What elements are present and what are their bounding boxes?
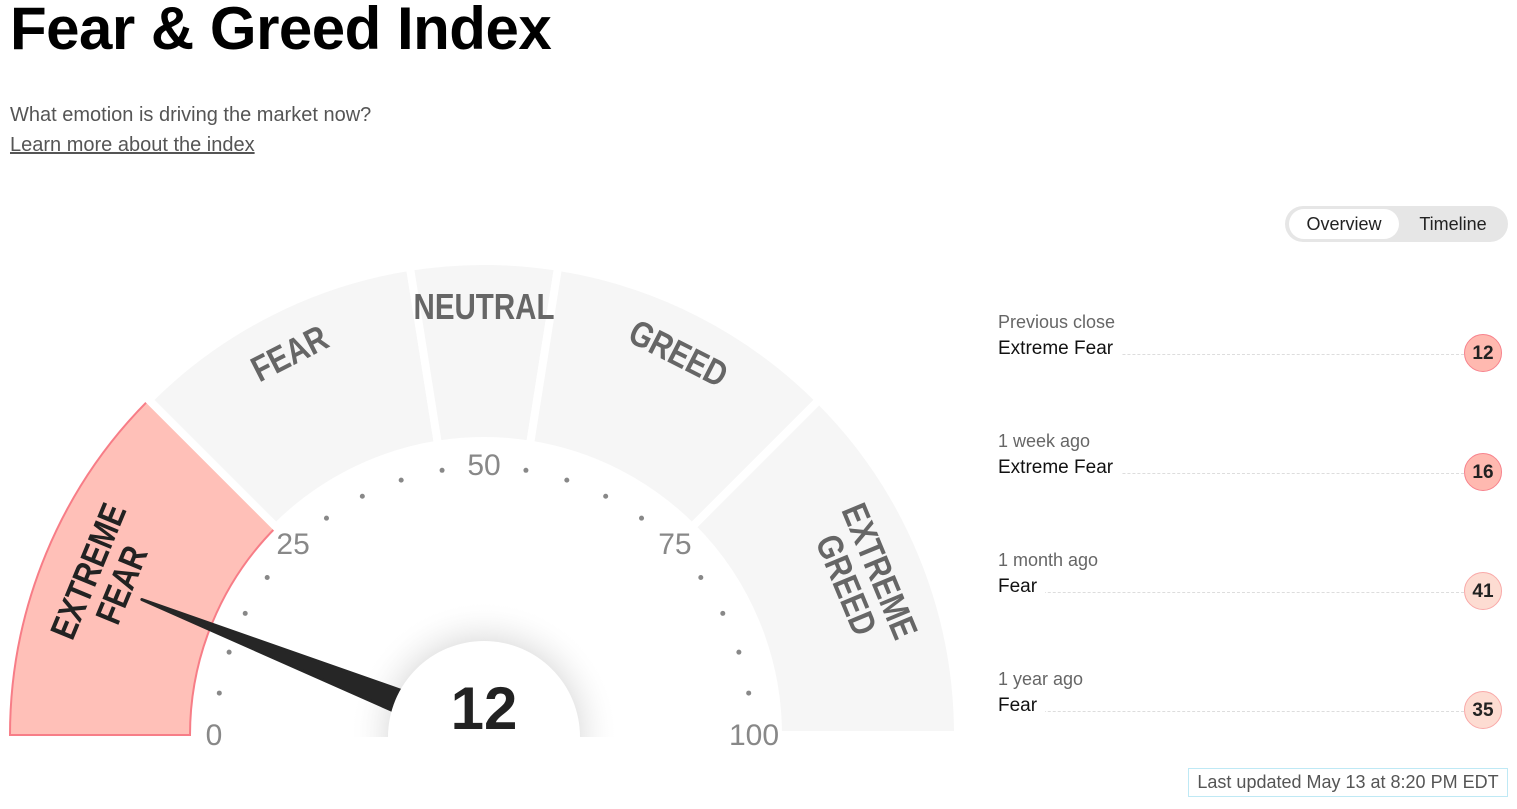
gauge-hub xyxy=(388,641,580,737)
history-period: 1 year ago xyxy=(998,669,1084,689)
history-period: 1 week ago xyxy=(998,431,1091,451)
tick-dot xyxy=(264,574,270,580)
history-item: 1 week ago Extreme Fear 16 xyxy=(998,431,1504,501)
tick-label: 100 xyxy=(729,719,779,752)
tick-dot xyxy=(698,574,704,580)
tick-dot xyxy=(242,610,248,616)
history-value-badge: 41 xyxy=(1464,572,1502,610)
tick-label: 0 xyxy=(206,719,223,752)
segment-label-line: NEUTRAL xyxy=(414,286,555,326)
page-subtitle: What emotion is driving the market now? xyxy=(10,104,372,126)
last-updated: Last updated May 13 at 8:20 PM EDT xyxy=(1188,768,1508,797)
tick-label: 50 xyxy=(467,449,500,482)
tick-dot xyxy=(736,649,742,655)
tick-dot xyxy=(564,477,570,483)
dotted-divider xyxy=(998,711,1464,712)
history-rating: Fear xyxy=(998,576,1046,598)
history-value-badge: 16 xyxy=(1464,453,1502,491)
history-item: 1 year ago Fear 35 xyxy=(998,669,1504,739)
history-rating: Extreme Fear xyxy=(998,457,1122,479)
tick-dot xyxy=(639,515,645,521)
dotted-divider xyxy=(998,473,1464,474)
learn-more-link[interactable]: Learn more about the index xyxy=(10,134,255,156)
gauge-segment xyxy=(686,394,963,739)
tick-dot xyxy=(523,467,529,473)
tab-overview[interactable]: Overview xyxy=(1289,209,1399,239)
history-period: 1 month ago xyxy=(998,550,1099,570)
dotted-divider xyxy=(998,354,1464,355)
tick-dot xyxy=(398,477,404,483)
tick-dot xyxy=(603,493,609,499)
tick-dot xyxy=(439,467,445,473)
tick-dot xyxy=(226,649,232,655)
view-toggle: Overview Timeline xyxy=(1285,206,1508,242)
tick-dot xyxy=(323,515,329,521)
history-rating: Fear xyxy=(998,695,1046,717)
history-item: Previous close Extreme Fear 12 xyxy=(998,312,1504,382)
history-value-badge: 35 xyxy=(1464,691,1502,729)
tick-dot xyxy=(720,610,726,616)
page-title: Fear & Greed Index xyxy=(10,0,552,62)
fear-greed-gauge: EXTREMEFEARFEARNEUTRALGREEDEXTREMEGREED … xyxy=(8,286,963,752)
tick-label: 25 xyxy=(276,528,309,561)
history-item: 1 month ago Fear 41 xyxy=(998,550,1504,620)
history-period: Previous close xyxy=(998,312,1116,332)
history-rating: Extreme Fear xyxy=(998,338,1122,360)
tick-dot xyxy=(359,493,365,499)
dotted-divider xyxy=(998,592,1464,593)
gauge-value: 12 xyxy=(451,675,518,742)
tick-dot xyxy=(746,690,752,696)
tab-timeline[interactable]: Timeline xyxy=(1419,214,1487,234)
segment-label: NEUTRAL xyxy=(414,286,555,326)
history-value-badge: 12 xyxy=(1464,334,1502,372)
tick-dot xyxy=(216,690,222,696)
tick-label: 75 xyxy=(658,528,691,561)
